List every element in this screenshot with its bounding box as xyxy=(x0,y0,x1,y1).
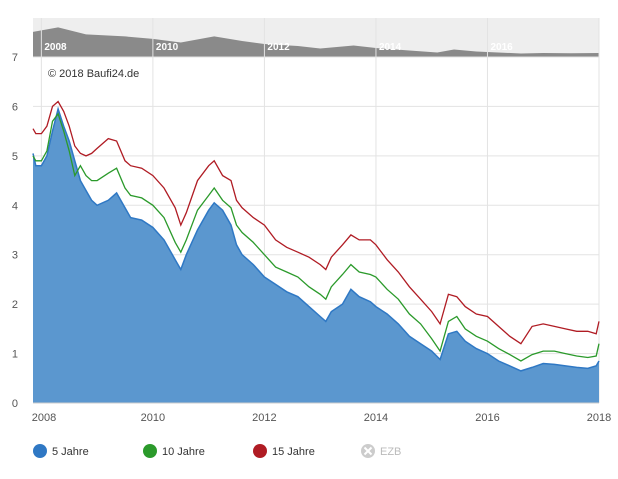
x-tick-label: 2010 xyxy=(141,412,165,424)
legend-item-15-jahre[interactable]: 15 Jahre xyxy=(253,444,315,458)
legend-label: 10 Jahre xyxy=(162,446,205,458)
y-tick-label: 4 xyxy=(12,200,18,212)
navigator-label: 2014 xyxy=(379,42,402,53)
navigator-label: 2008 xyxy=(44,42,67,53)
x-axis: 2008 2010 2012 2014 2016 2018 xyxy=(32,402,611,424)
navigator-label: 2010 xyxy=(156,42,179,53)
x-tick-label: 2016 xyxy=(475,412,499,424)
x-tick-label: 2018 xyxy=(587,412,611,424)
series-line-10-jahre[interactable] xyxy=(32,112,600,362)
y-axis: 0 1 2 3 4 5 6 7 xyxy=(12,52,18,410)
navigator-label: 2012 xyxy=(267,42,290,53)
y-tick-label: 5 xyxy=(12,151,18,163)
y-tick-label: 7 xyxy=(12,52,18,64)
navigator-area xyxy=(33,27,599,57)
x-tick-label: 2008 xyxy=(32,412,56,424)
navigator-label: 2016 xyxy=(490,42,513,53)
legend-label: 15 Jahre xyxy=(272,446,315,458)
series-line-5-jahre[interactable] xyxy=(32,106,600,372)
close-icon xyxy=(363,446,373,456)
y-tick-label: 6 xyxy=(12,101,18,113)
range-navigator[interactable]: 2008 2010 2012 2014 2016 xyxy=(33,18,599,57)
legend-marker xyxy=(33,444,47,458)
legend: 5 Jahre 10 Jahre 15 Jahre EZB xyxy=(33,444,401,458)
legend-item-ezb[interactable]: EZB xyxy=(361,444,401,458)
y-tick-label: 2 xyxy=(12,299,18,311)
y-tick-label: 0 xyxy=(12,398,18,410)
series-area-5-jahre[interactable] xyxy=(33,108,599,404)
legend-marker xyxy=(253,444,267,458)
copyright-label: © 2018 Baufi24.de xyxy=(48,68,139,80)
legend-label: 5 Jahre xyxy=(52,446,89,458)
y-tick-label: 1 xyxy=(12,349,18,361)
x-tick-label: 2012 xyxy=(252,412,276,424)
legend-label: EZB xyxy=(380,446,401,458)
legend-marker xyxy=(143,444,157,458)
y-tick-label: 3 xyxy=(12,250,18,262)
series-group xyxy=(32,100,600,404)
x-tick-label: 2014 xyxy=(364,412,388,424)
series-line-15-jahre[interactable] xyxy=(32,100,600,345)
legend-item-5-jahre[interactable]: 5 Jahre xyxy=(33,444,89,458)
legend-item-10-jahre[interactable]: 10 Jahre xyxy=(143,444,205,458)
